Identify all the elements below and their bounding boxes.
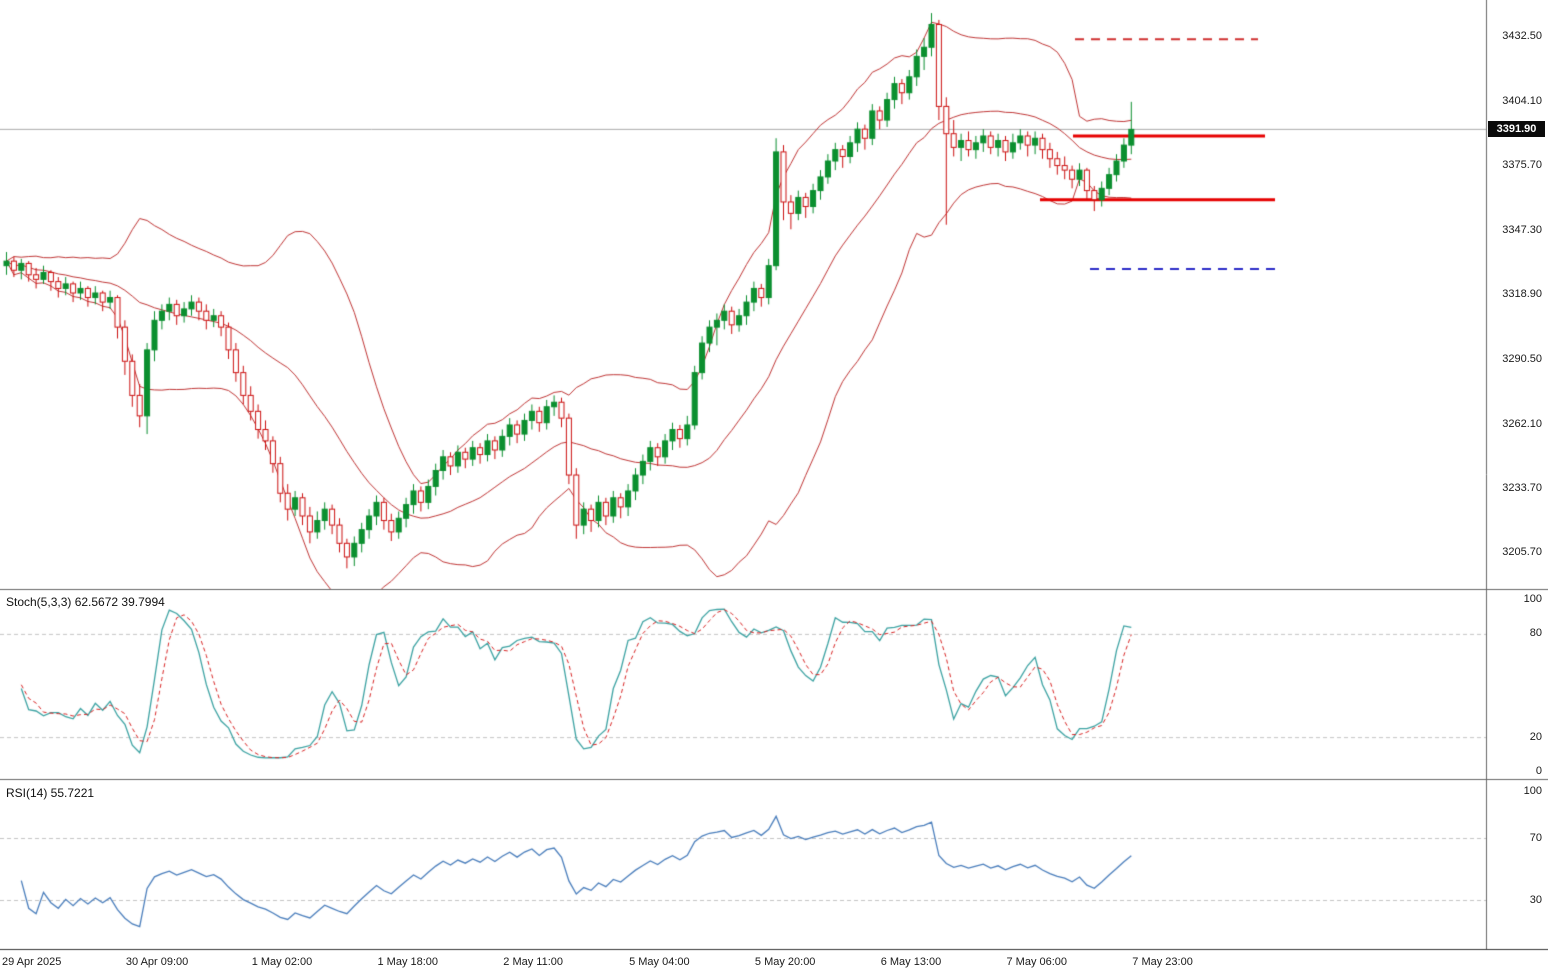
price-axis-label: 3262.10 (1502, 417, 1542, 430)
time-axis-label: 5 May 04:00 (629, 956, 690, 968)
stochastic-indicator-label: Stoch(5,3,3) 62.5672 39.7994 (6, 595, 165, 609)
stoch-axis-label: 0 (1535, 765, 1542, 777)
rsi-axis-label: 100 (1523, 785, 1542, 797)
stoch-axis-label: 100 (1523, 593, 1542, 605)
price-axis-label: 3205.70 (1502, 546, 1542, 559)
price-axis-label: 3347.30 (1502, 223, 1542, 236)
rsi-indicator-label: RSI(14) 55.7221 (6, 786, 95, 800)
price-axis-label: 3290.50 (1502, 353, 1542, 366)
time-axis-label: 1 May 18:00 (377, 956, 439, 968)
price-axis-label: 3375.70 (1502, 159, 1542, 172)
price-axis-label: 3404.10 (1502, 94, 1542, 107)
time-axis-label: 30 Apr 09:00 (125, 956, 189, 968)
price-axis-label: 3233.70 (1502, 482, 1542, 495)
rsi-axis-label: 30 (1529, 893, 1542, 906)
time-axis-label: 6 May 13:00 (880, 956, 942, 968)
price-axis-label: 3318.90 (1502, 288, 1542, 301)
current-price-badge: 3391.90 (1488, 121, 1545, 138)
time-axis-label: 1 May 02:00 (251, 956, 313, 968)
rsi-axis-label: 70 (1529, 831, 1542, 844)
time-axis-label: 29 Apr 2025 (2, 956, 62, 968)
time-axis-label: 7 May 06:00 (1006, 956, 1068, 968)
stoch-axis-label: 80 (1529, 627, 1542, 640)
stoch-axis-label: 20 (1529, 730, 1542, 743)
price-axis-label: 3432.50 (1502, 30, 1542, 42)
time-axis-label: 2 May 11:00 (503, 956, 564, 968)
time-axis-label: 5 May 20:00 (754, 956, 816, 968)
time-axis-label: 7 May 23:00 (1132, 956, 1193, 968)
